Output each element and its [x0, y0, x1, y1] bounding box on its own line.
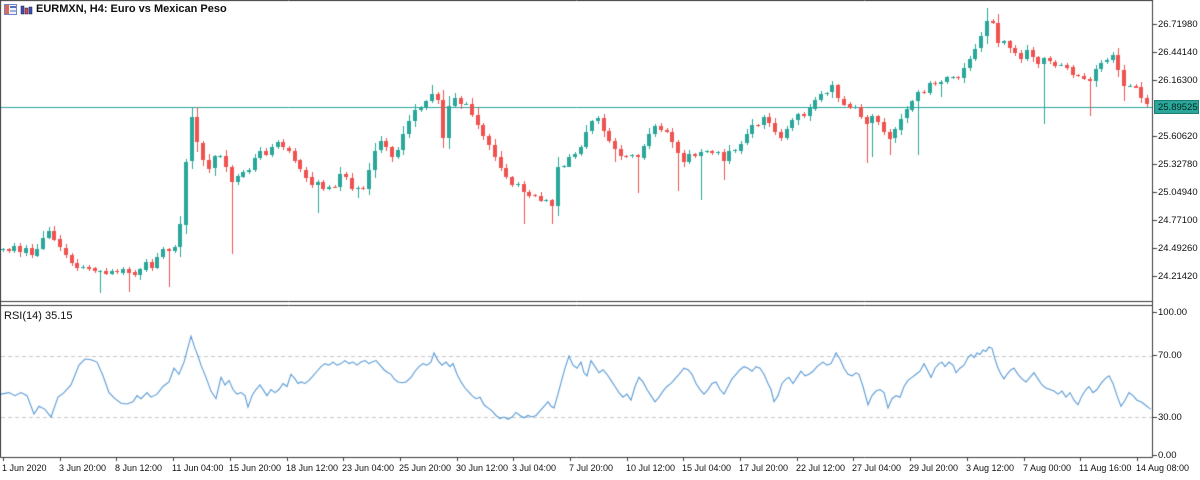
- price-axis-label: 26.16300: [1158, 75, 1198, 87]
- price-axis[interactable]: 25.89525 26.71980 26.44140 26.16300 25.6062…: [1153, 0, 1200, 461]
- price-axis-label: 24.21420: [1158, 271, 1198, 283]
- time-axis-label: 11 Aug 16:00: [1079, 463, 1132, 473]
- chart-window-icon: [4, 3, 17, 15]
- time-axis-label: 11 Jun 04:00: [172, 463, 224, 473]
- price-axis-label: 24.49260: [1158, 243, 1198, 255]
- time-axis-label: 7 Aug 00:00: [1023, 463, 1072, 473]
- time-axis-label: 7 Jul 20:00: [569, 463, 614, 473]
- time-axis-label: 17 Jul 20:00: [739, 463, 789, 473]
- bar-chart-icon: [20, 4, 33, 15]
- price-axis-label: 25.04940: [1158, 187, 1198, 199]
- time-axis-label: 3 Jul 04:00: [512, 463, 557, 473]
- time-axis-label: 1 Jun 2020: [2, 463, 47, 473]
- price-axis-label: 24.77100: [1158, 215, 1198, 227]
- time-axis-label: 15 Jun 20:00: [229, 463, 282, 473]
- time-axis-label: 27 Jul 04:00: [852, 463, 902, 473]
- main-chart-region[interactable]: EURMXN, H4: Euro vs Mexican Peso: [0, 0, 1153, 302]
- time-axis-label: 30 Jun 12:00: [456, 463, 509, 473]
- price-axis-label: 25.60620: [1158, 131, 1198, 143]
- rsi-axis-label: 100.00: [1158, 307, 1188, 318]
- time-axis-label: 29 Jul 20:00: [909, 463, 959, 473]
- rsi-axis-label: 30.00: [1158, 412, 1182, 423]
- time-axis-label: 14 Aug 08:00: [1136, 463, 1190, 473]
- price-axis-label: 25.32780: [1158, 159, 1198, 171]
- rsi-axis-label: 70.00: [1158, 350, 1182, 361]
- current-price-badge: 25.89525: [1154, 100, 1199, 114]
- price-axis-label: 26.44140: [1158, 47, 1198, 59]
- time-axis-label: 18 Jun 12:00: [286, 463, 339, 473]
- time-axis-label: 3 Aug 12:00: [966, 463, 1015, 473]
- rsi-axis-label: 0.00: [1158, 450, 1177, 461]
- time-axis-label: 10 Jul 12:00: [626, 463, 676, 473]
- time-axis-label: 23 Jun 04:00: [342, 463, 395, 473]
- time-axis-label: 25 Jun 20:00: [399, 463, 452, 473]
- chart-title-row: EURMXN, H4: Euro vs Mexican Peso: [4, 3, 227, 15]
- time-axis-label: 3 Jun 20:00: [59, 463, 107, 473]
- time-axis[interactable]: 1 Jun 2020 3 Jun 20:00 8 Jun 12:00 11 Jun 0…: [0, 458, 1189, 480]
- rsi-indicator-label: RSI(14) 35.15: [4, 310, 73, 322]
- rsi-panel-region[interactable]: RSI(14) 35.15: [0, 306, 1153, 458]
- time-axis-label: 15 Jul 04:00: [682, 463, 732, 473]
- time-axis-label: 22 Jul 12:00: [796, 463, 846, 473]
- price-axis-label: 26.71980: [1158, 19, 1198, 30]
- time-axis-label: 8 Jun 12:00: [115, 463, 163, 473]
- chart-title: EURMXN, H4: Euro vs Mexican Peso: [36, 3, 227, 15]
